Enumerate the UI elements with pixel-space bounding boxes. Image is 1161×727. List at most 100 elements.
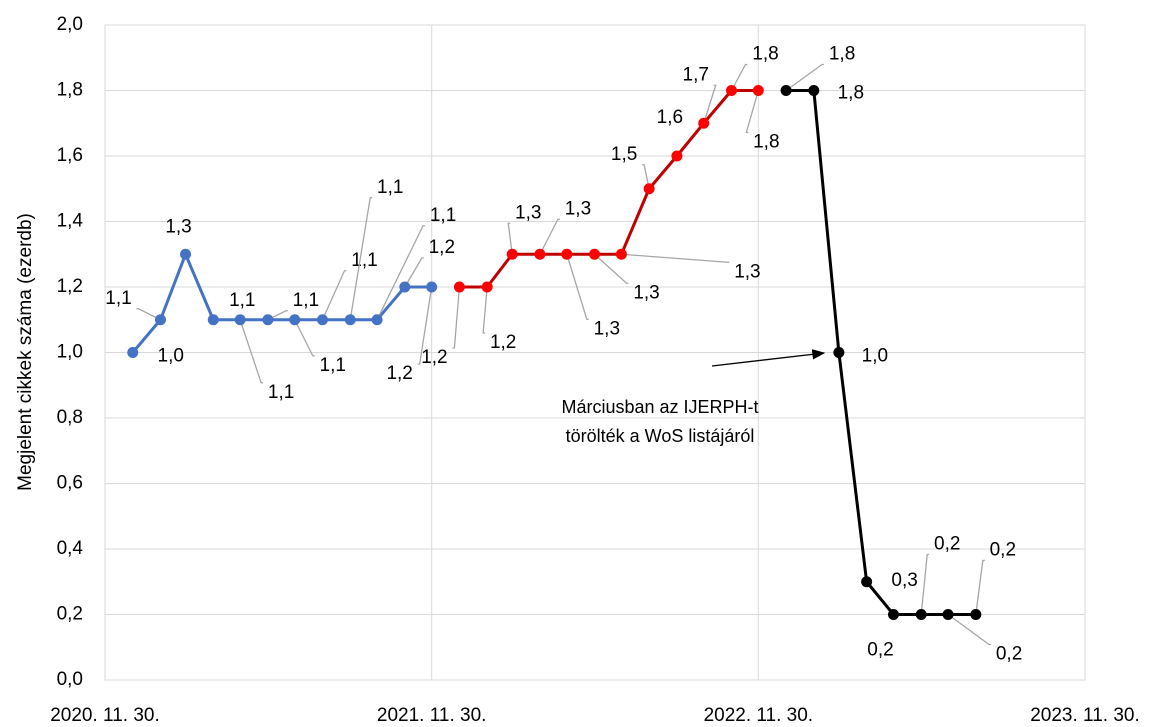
point <box>615 248 627 260</box>
data-label: 1,3 <box>165 216 191 237</box>
x-tick-label: 2023. 11. 30. <box>1030 705 1140 726</box>
data-label: 0,2 <box>990 540 1016 561</box>
y-tick-label: 0,0 <box>57 669 83 690</box>
data-label: 1,8 <box>753 132 779 153</box>
point <box>127 347 139 358</box>
leader-line <box>785 63 825 92</box>
point <box>671 150 683 162</box>
point <box>833 347 845 358</box>
leader-line <box>642 164 650 189</box>
leader-line <box>566 254 589 320</box>
leader-line <box>703 84 717 124</box>
data-label: 0,2 <box>934 534 960 555</box>
y-tick-label: 1,8 <box>57 80 83 101</box>
leader-line <box>136 308 161 321</box>
leader-line <box>417 286 433 365</box>
y-tick-label: 0,6 <box>57 473 83 494</box>
point <box>344 314 356 326</box>
point <box>154 314 166 326</box>
point <box>207 314 219 326</box>
annotation: Márciusban az IJERPH-t <box>561 397 758 417</box>
point <box>780 85 792 96</box>
y-axis-label: Megjelent cikkek száma (ezerdb) <box>15 213 36 491</box>
leader-line <box>730 63 748 91</box>
data-label: 1,1 <box>229 290 255 311</box>
data-label: 0,2 <box>867 640 893 661</box>
point <box>371 314 383 326</box>
data-label: 1,2 <box>490 332 516 353</box>
data-label: 1,1 <box>430 205 456 226</box>
y-tick-label: 0,4 <box>57 538 84 559</box>
data-label: 1,3 <box>594 318 620 339</box>
data-label: 1,3 <box>515 202 541 223</box>
y-tick-label: 1,6 <box>57 145 83 166</box>
data-label: 1,3 <box>633 282 659 303</box>
leader-line <box>376 225 426 321</box>
data-label: 1,1 <box>351 250 377 271</box>
data-label: 1,1 <box>105 288 131 309</box>
leader-line <box>621 253 730 263</box>
data-label: 1,8 <box>752 44 778 65</box>
data-label: 1,5 <box>611 144 637 165</box>
data-label: 1,7 <box>683 64 709 85</box>
point <box>589 248 601 260</box>
leader-line <box>507 222 513 255</box>
leader-line <box>452 286 461 349</box>
data-label: 1,3 <box>565 198 591 219</box>
series-line <box>131 252 432 354</box>
point <box>861 576 873 588</box>
y-tick-label: 0,8 <box>57 407 83 428</box>
data-label: 1,6 <box>657 107 683 128</box>
point <box>426 281 438 293</box>
data-label: 1,8 <box>829 44 855 65</box>
data-label: 1,8 <box>838 83 864 104</box>
y-tick-label: 1,0 <box>57 342 83 363</box>
y-tick-label: 2,0 <box>57 14 83 35</box>
x-tick-label: 2020. 11. 30. <box>50 705 160 726</box>
leader-line <box>594 253 629 284</box>
point <box>725 85 737 96</box>
point <box>316 314 328 326</box>
data-label: 1,2 <box>386 363 412 384</box>
leader-line <box>294 319 315 357</box>
point <box>481 281 493 293</box>
data-label: 1,1 <box>293 290 319 311</box>
y-tick-label: 1,4 <box>57 211 84 232</box>
point <box>399 281 411 293</box>
leader-line <box>349 197 373 320</box>
y-tick-label: 0,2 <box>57 604 83 625</box>
leader-line <box>745 90 759 134</box>
point <box>561 248 573 260</box>
series-line <box>459 89 759 289</box>
point <box>234 314 246 326</box>
plot-frame <box>104 24 1086 681</box>
data-label: 1,2 <box>429 237 455 258</box>
point <box>180 248 192 260</box>
y-tick-label: 1,2 <box>57 276 83 297</box>
data-label: 1,3 <box>734 261 760 282</box>
data-label: 1,0 <box>862 346 888 367</box>
annotation: törölték a WoS listájáról <box>566 426 755 446</box>
point <box>808 85 820 96</box>
data-label: 1,0 <box>158 346 184 367</box>
data-label: 1,1 <box>268 382 294 403</box>
point <box>698 117 710 129</box>
leader-line <box>404 257 424 288</box>
data-label: 1,1 <box>320 355 346 376</box>
leader-line <box>975 559 985 615</box>
point <box>970 609 982 620</box>
point <box>506 248 518 260</box>
leader-line <box>482 286 488 334</box>
leader-line <box>267 310 288 321</box>
point <box>915 609 927 620</box>
data-label: 0,3 <box>891 570 917 591</box>
leader-line <box>920 553 930 615</box>
point <box>534 248 546 260</box>
data-label: 0,2 <box>996 644 1022 665</box>
x-tick-label: 2021. 11. 30. <box>377 705 487 726</box>
point <box>887 609 899 620</box>
point <box>942 609 954 620</box>
annotation-arrow <box>711 349 826 367</box>
data-label: 1,2 <box>421 347 447 368</box>
leader-line <box>239 319 264 384</box>
